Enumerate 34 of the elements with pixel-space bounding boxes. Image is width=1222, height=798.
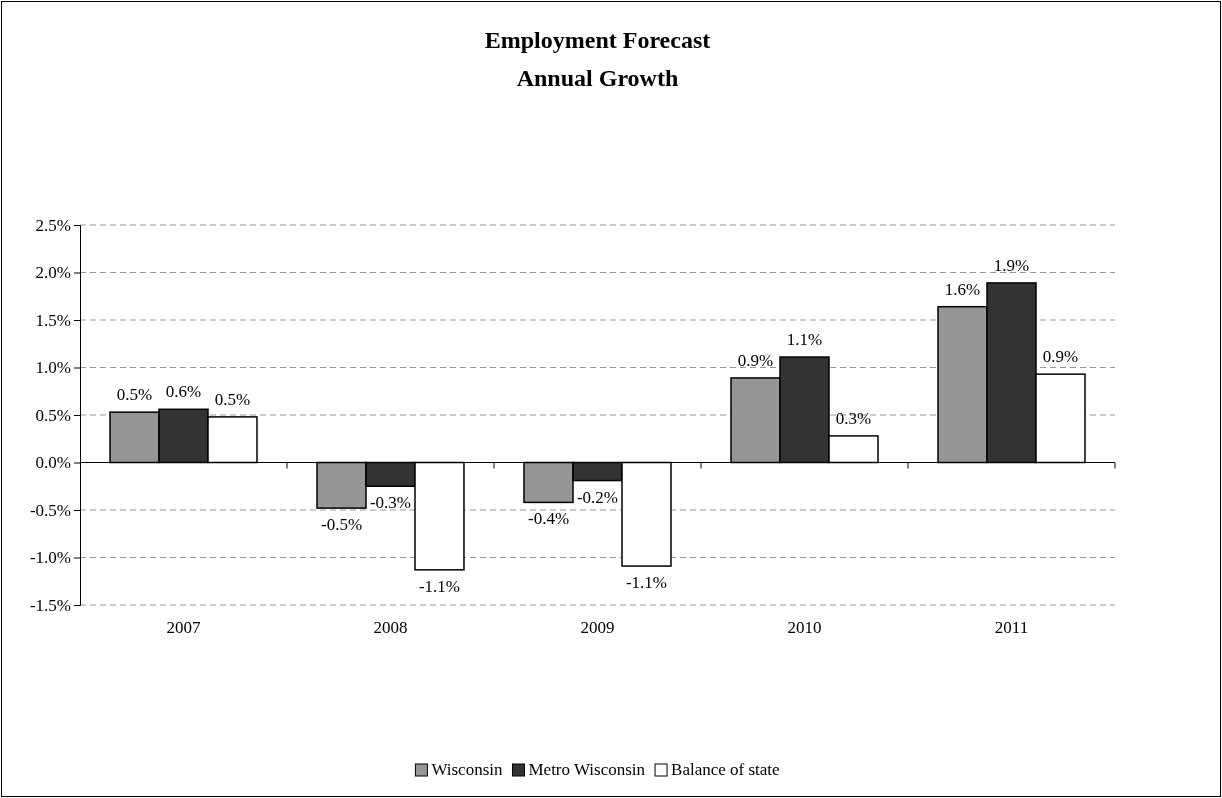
chart-subtitle: Annual Growth (516, 65, 679, 91)
x-tick-label: 2008 (373, 618, 408, 637)
y-tick-label: 0.0% (35, 453, 71, 473)
y-tick-label: -0.5% (29, 500, 71, 520)
x-tick-label: 2009 (580, 618, 615, 637)
data-label: -0.4% (527, 509, 570, 529)
x-tick-label: 2010 (787, 618, 822, 637)
data-label: 1.9% (993, 255, 1030, 275)
y-tick-label: 1.0% (35, 358, 71, 378)
y-tick-label: 1.5% (35, 310, 71, 330)
data-label: -0.3% (369, 493, 412, 513)
y-tick-label: -1.5% (29, 595, 71, 615)
legend-label: Metro Wisconsin (528, 760, 646, 779)
data-label: 1.6% (944, 279, 981, 299)
y-tick-label: 0.5% (35, 405, 71, 425)
y-tick-label: -1.0% (29, 548, 71, 568)
data-label: 0.5% (214, 389, 251, 409)
data-label: 0.9% (1042, 347, 1079, 367)
y-tick-label: 2.5% (35, 215, 71, 235)
data-label: -1.1% (418, 576, 461, 596)
data-label: 0.6% (165, 382, 202, 402)
data-label: -0.5% (320, 515, 363, 535)
legend-label: Wisconsin (431, 760, 503, 779)
x-tick-label: 2011 (994, 618, 1029, 637)
legend-label: Balance of state (671, 760, 780, 779)
data-label: 0.3% (835, 408, 872, 428)
chart-title: Employment Forecast (484, 27, 711, 53)
y-tick-label: 2.0% (35, 263, 71, 283)
data-label: 1.1% (786, 330, 823, 350)
x-tick-label: 2007 (166, 618, 201, 637)
data-label: 0.9% (737, 350, 774, 370)
data-label: -1.1% (625, 573, 668, 593)
data-label: -0.2% (576, 487, 619, 507)
data-label: 0.5% (116, 385, 153, 405)
